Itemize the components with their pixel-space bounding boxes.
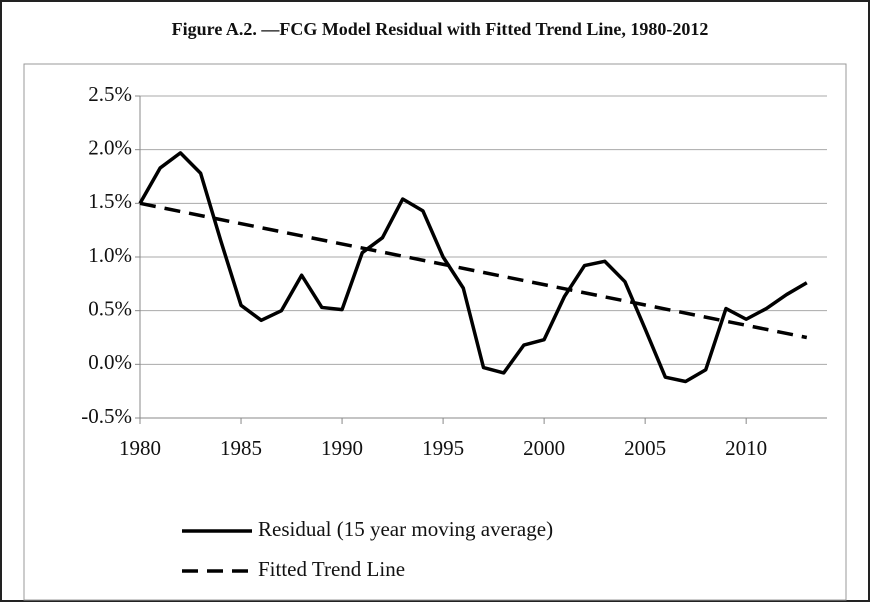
chart-title: Figure A.2. —FCG Model Residual with Fit… <box>172 19 709 39</box>
x-tick-label: 2010 <box>725 436 767 460</box>
y-tick-label: 0.5% <box>88 296 132 320</box>
chart-frame <box>23 63 847 601</box>
series-line <box>139 201 808 340</box>
y-tick-label: -0.5% <box>81 404 132 428</box>
x-tick-label: 2005 <box>624 436 666 460</box>
y-tick-label: 2.0% <box>88 135 132 159</box>
legend-label: Residual (15 year moving average) <box>258 517 553 541</box>
x-tick-label: 1980 <box>119 436 161 460</box>
x-tick-label: 1990 <box>321 436 363 460</box>
series-line <box>138 151 808 384</box>
x-tick-label: 1995 <box>422 436 464 460</box>
x-tick-label: 2000 <box>523 436 565 460</box>
y-tick-label: 1.5% <box>88 189 132 213</box>
y-tick-label: 0.0% <box>88 350 132 374</box>
y-tick-label: 2.5% <box>88 82 132 106</box>
x-tick-label: 1985 <box>220 436 262 460</box>
legend-label: Fitted Trend Line <box>258 557 405 581</box>
y-tick-label: 1.0% <box>88 243 132 267</box>
